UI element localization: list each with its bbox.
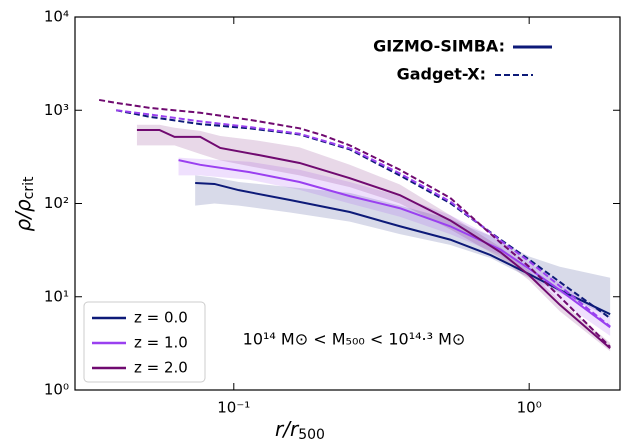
band [178,157,611,336]
style-label: GIZMO-SIMBA: [373,37,505,56]
dashed-line [98,98,611,348]
y-tick-label: 10⁴ [44,8,69,26]
x-tick-label: 10⁰ [517,399,542,417]
x-tick-label: 10⁻¹ [217,399,250,417]
dashed-line [116,109,611,319]
y-tick-label: 10¹ [44,287,69,305]
x-axis-label: r/r500 [275,417,325,443]
solid-line [136,129,611,350]
y-label-main: ρ/ρ [11,199,35,231]
band [195,175,611,318]
legend-box [83,301,206,383]
legend-label: z = 2.0 [134,359,188,377]
y-label-sub: crit [21,176,37,199]
legend-label: z = 1.0 [134,334,188,352]
style-label: Gadget-X: [397,65,486,84]
legend-label: z = 0.0 [134,309,188,327]
annotation: 10¹⁴ M⊙ < M₅₀₀ < 10¹⁴·³ M⊙ [243,330,466,349]
y-tick-label: 10³ [44,101,69,119]
band [136,124,611,352]
x-label-main: r/r [275,417,300,441]
solid-line [195,181,611,316]
dashed-line [116,109,611,328]
y-tick-label: 10⁰ [44,381,69,399]
x-label-sub: 500 [298,427,325,443]
y-axis-label: ρ/ρcrit [11,176,38,231]
y-tick-label: 10² [44,194,69,212]
